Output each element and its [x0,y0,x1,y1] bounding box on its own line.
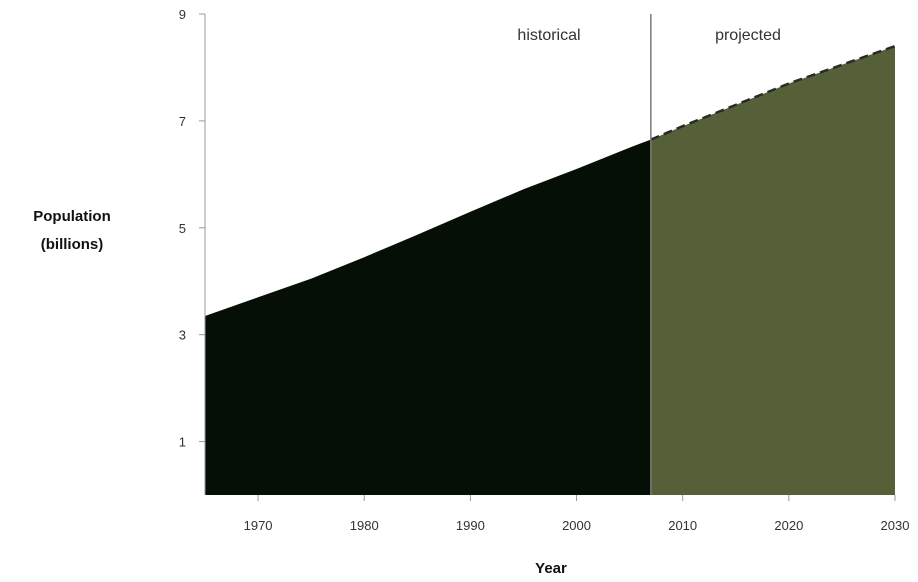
y-tick-label: 1 [179,435,186,450]
y-tick-label: 5 [179,221,186,236]
x-tick-label: 1970 [244,518,273,533]
y-tick-label: 3 [179,328,186,343]
plot-area [205,14,896,495]
historical-region-label: historical [517,27,580,44]
projected-region-label: projected [715,27,781,44]
y-axis-title-line-2: (billions) [41,236,104,253]
y-axis-title-line-1: Population [33,208,111,225]
x-tick-label: 2010 [668,518,697,533]
x-tick-label: 2020 [774,518,803,533]
historical-area [205,139,651,495]
x-tick-label: 1980 [350,518,379,533]
y-tick-label: 9 [179,7,186,22]
y-tick-label: 7 [179,114,186,129]
x-tick-label: 2030 [881,518,910,533]
x-axis-title: Year [535,560,567,577]
x-tick-label: 2000 [562,518,591,533]
projected-area [650,46,895,495]
projected-line [650,44,896,141]
x-tick-label: 1990 [456,518,485,533]
axes: 1 3 5 7 9 1970 1980 1990 2000 2010 2020 2030 [179,7,910,533]
